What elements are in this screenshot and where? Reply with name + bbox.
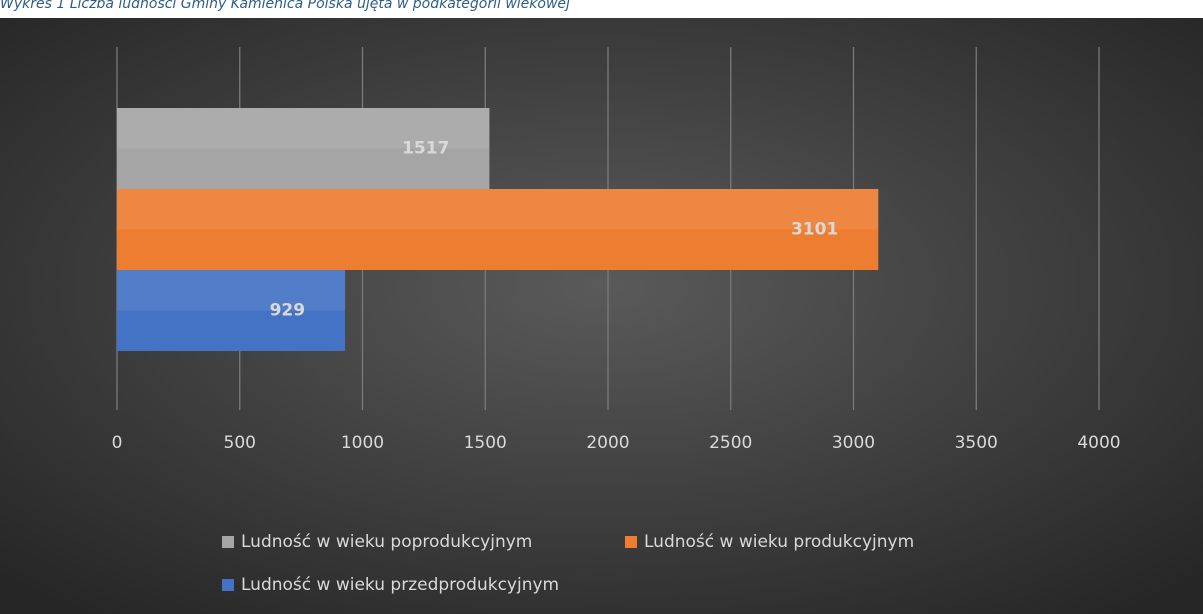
bar [117, 189, 879, 270]
legend-label: Ludność w wieku produkcyjnym [644, 532, 914, 552]
x-tick-label: 2500 [709, 433, 752, 453]
legend-swatch [222, 579, 234, 591]
bar [117, 270, 346, 351]
bar [117, 108, 490, 189]
caption: Wykres 1 Liczba ludności Gminy Kamienica… [0, 0, 570, 12]
bar-shine [117, 189, 879, 230]
bar-shine [117, 270, 346, 311]
data-label: 1517 [402, 139, 449, 159]
legend-label: Ludność w wieku poprodukcyjnym [241, 532, 532, 552]
data-label: 3101 [791, 220, 838, 240]
bar-shine [117, 108, 490, 149]
x-tick-label: 2000 [586, 433, 629, 453]
x-tick-label: 3500 [955, 433, 998, 453]
x-tick-label: 1000 [341, 433, 384, 453]
x-tick-label: 4000 [1077, 433, 1120, 453]
x-tick-label: 3000 [832, 433, 875, 453]
x-tick-label: 500 [224, 433, 256, 453]
x-tick-label: 0 [112, 433, 123, 453]
data-label: 929 [270, 301, 306, 321]
legend-label: Ludność w wieku przedprodukcyjnym [241, 575, 559, 595]
legend-swatch [625, 536, 637, 548]
x-tick-label: 1500 [464, 433, 507, 453]
legend-swatch [222, 536, 234, 548]
